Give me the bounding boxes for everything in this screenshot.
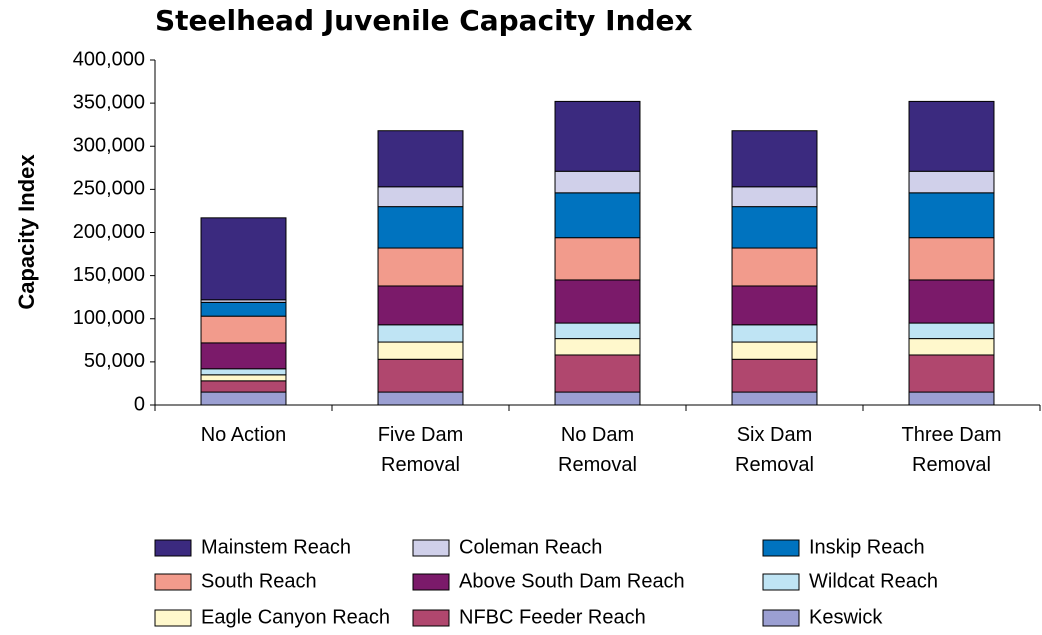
y-tick-label: 200,000 (73, 221, 145, 243)
legend-swatch (412, 573, 450, 591)
legend-label: Coleman Reach (459, 536, 602, 558)
legend-swatch (412, 539, 450, 557)
y-tick-label: 400,000 (73, 48, 145, 70)
bar-segment (200, 374, 287, 382)
x-tick-label: Six Dam Removal (735, 424, 814, 476)
bar-segment (554, 338, 641, 356)
y-tick-label: 100,000 (73, 307, 145, 329)
bar-segment (377, 324, 464, 343)
legend-swatch (762, 609, 800, 627)
chart-title: Steelhead Juvenile Capacity Index (155, 4, 693, 37)
bar-segment (908, 100, 995, 172)
bar-segment (554, 391, 641, 406)
bar-segment (908, 338, 995, 356)
bar-segment (200, 217, 287, 301)
bar-segment (731, 247, 818, 287)
y-tick-label: 250,000 (73, 178, 145, 200)
bar-segment (200, 342, 287, 370)
bar-segment (200, 301, 287, 317)
bar-segment (377, 247, 464, 287)
bar-segment (554, 279, 641, 324)
bar-segment (554, 354, 641, 393)
bar-segment (731, 186, 818, 208)
bar-segment (908, 354, 995, 393)
x-tick-label: Three Dam Removal (901, 424, 1002, 476)
legend-swatch (762, 573, 800, 591)
legend-label: NFBC Feeder Reach (459, 606, 646, 628)
y-tick-label: 50,000 (84, 350, 145, 372)
bar-segment (731, 285, 818, 326)
legend-label: Inskip Reach (809, 536, 925, 558)
bar-segment (908, 391, 995, 406)
bar-segment (200, 368, 287, 376)
legend-swatch (154, 573, 192, 591)
legend-swatch (154, 539, 192, 557)
bar-segment (554, 322, 641, 340)
bar-segment (200, 391, 287, 406)
legend-label: Eagle Canyon Reach (201, 606, 390, 628)
bar-segment (377, 186, 464, 208)
bar-segment (908, 279, 995, 324)
bar-segment (377, 130, 464, 188)
bar-segment (908, 192, 995, 239)
bar-segment (908, 170, 995, 194)
y-tick-label: 300,000 (73, 135, 145, 157)
bar-segment (377, 391, 464, 406)
bar-segment (731, 206, 818, 249)
bar-segment (731, 391, 818, 406)
legend-label: Mainstem Reach (201, 536, 351, 558)
bar-segment (908, 322, 995, 340)
bar-segment (554, 192, 641, 239)
legend-label: South Reach (201, 570, 317, 592)
y-axis-label: Capacity Index (14, 154, 39, 310)
bar-segment (554, 237, 641, 281)
bar-segment (200, 380, 287, 393)
bar-segment (200, 315, 287, 344)
legend-swatch (762, 539, 800, 557)
legend-swatch (412, 609, 450, 627)
bar-segment (377, 285, 464, 326)
x-tick-label: Five Dam Removal (377, 424, 464, 476)
bar-segment (554, 100, 641, 172)
bar-segment (377, 206, 464, 249)
bar-segment (377, 358, 464, 393)
x-tick-label: No Dam Removal (558, 424, 637, 476)
bar-segment (731, 130, 818, 188)
y-tick-label: 350,000 (73, 91, 145, 113)
bar-segment (554, 170, 641, 194)
legend-label: Above South Dam Reach (459, 570, 685, 592)
bar-segment (731, 341, 818, 360)
y-tick-label: 150,000 (73, 264, 145, 286)
bar-segment (731, 324, 818, 343)
x-tick-label: No Action (200, 424, 287, 446)
bar-segment (377, 341, 464, 360)
legend-label: Keswick (809, 606, 883, 628)
legend-label: Wildcat Reach (809, 570, 938, 592)
y-tick-label: 0 (134, 393, 145, 415)
bar-segment (731, 358, 818, 393)
bar-segment (908, 237, 995, 281)
legend-swatch (154, 609, 192, 627)
